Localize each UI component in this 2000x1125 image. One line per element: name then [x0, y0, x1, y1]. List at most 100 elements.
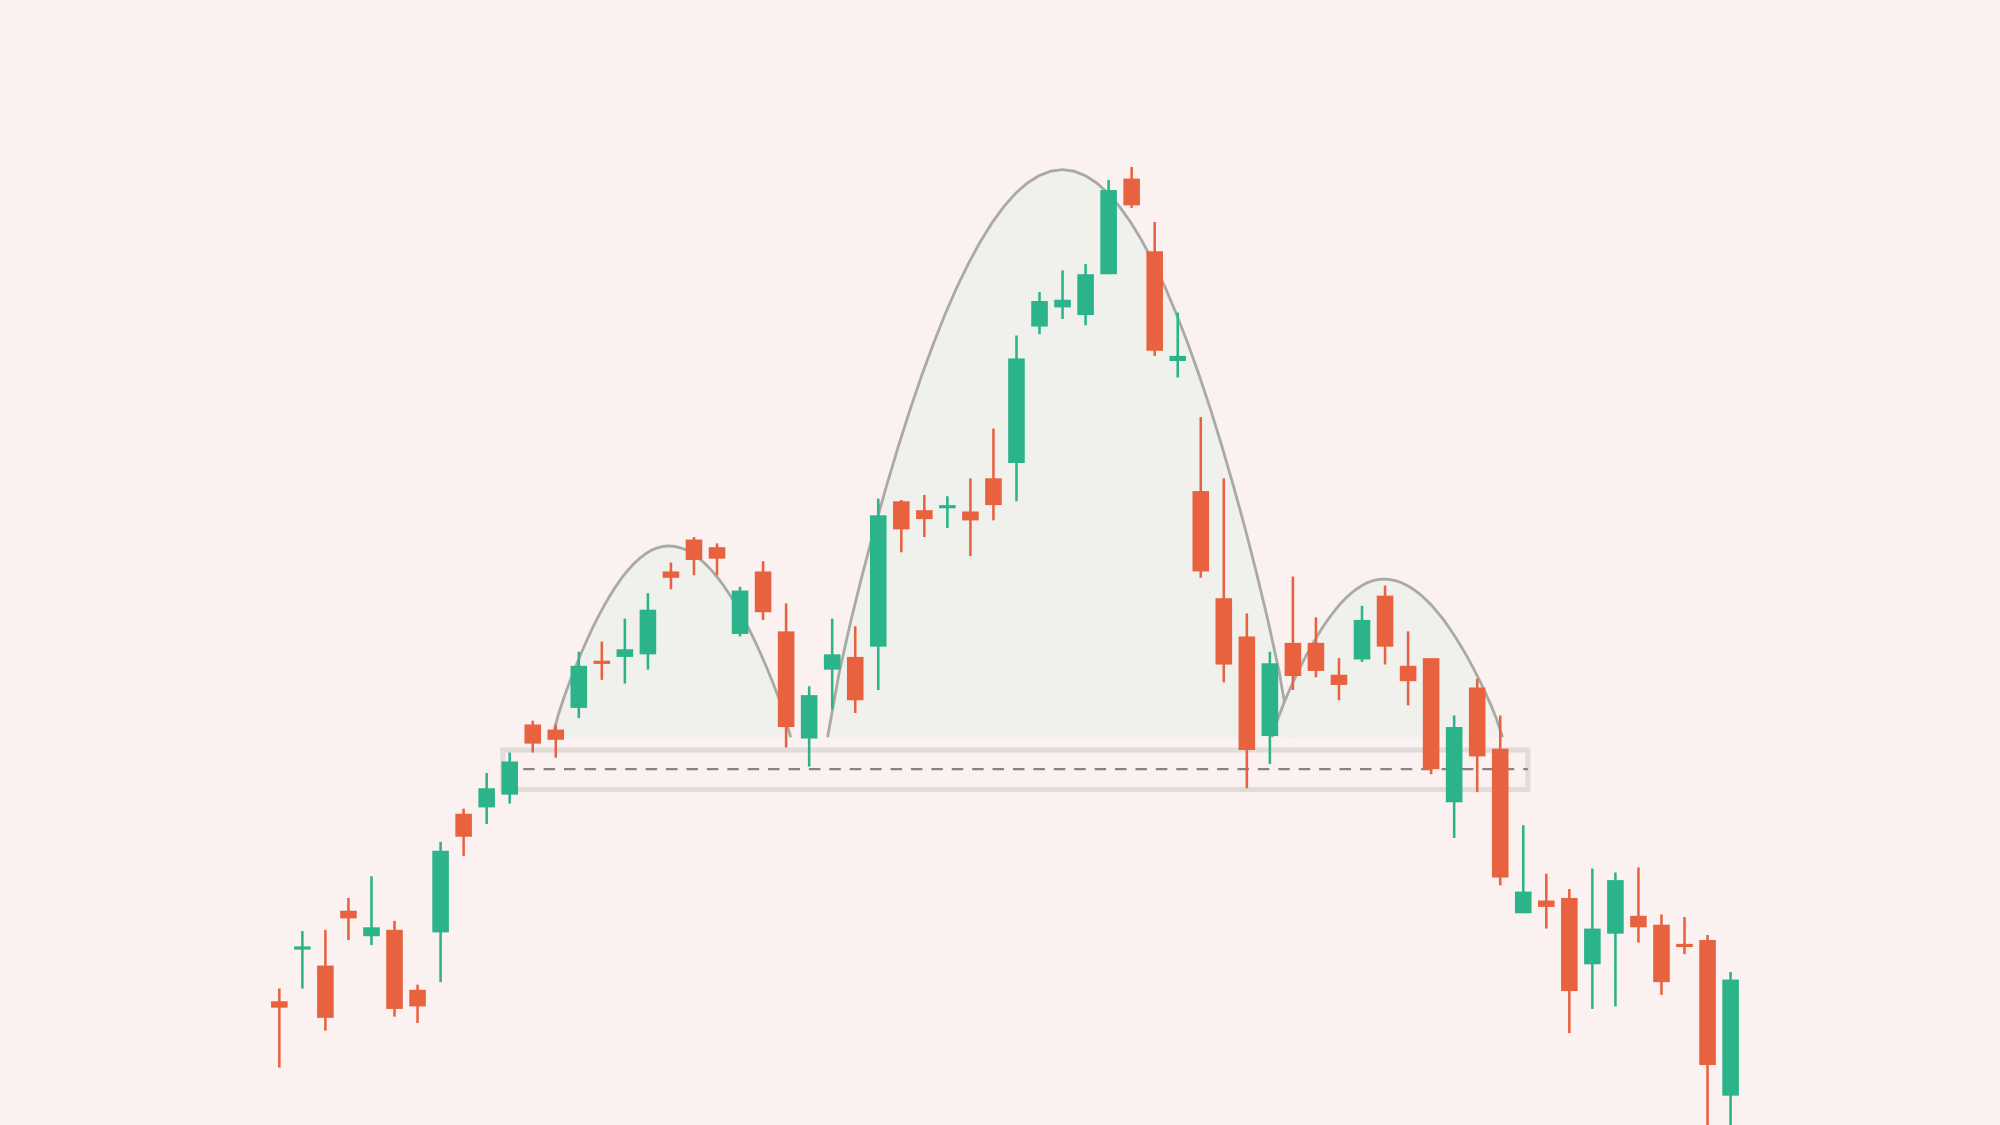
candle-40 — [1169, 312, 1187, 378]
candle-36 — [1077, 264, 1094, 326]
candle-body — [1468, 687, 1486, 757]
candle-body — [1491, 748, 1509, 878]
candle-28 — [893, 500, 910, 553]
candle-body — [1584, 928, 1601, 965]
candle-body — [1653, 924, 1670, 983]
candle-body — [1284, 642, 1302, 677]
candle-27 — [869, 498, 887, 691]
candle-30 — [939, 496, 956, 529]
candle-body — [616, 649, 634, 657]
candle-body — [823, 654, 841, 670]
candle-60 — [1630, 867, 1647, 943]
candle-7 — [409, 984, 426, 1023]
candle-body — [731, 590, 749, 634]
candle-body — [1676, 943, 1693, 948]
candle-body — [1008, 358, 1025, 464]
candle-26 — [846, 626, 864, 714]
candle-9 — [455, 808, 472, 856]
candle-63 — [1699, 934, 1716, 1125]
candle-body — [1077, 274, 1094, 316]
candle-38 — [1123, 167, 1140, 208]
candle-body — [1123, 178, 1140, 206]
candle-body — [939, 505, 956, 509]
candle-body — [409, 989, 426, 1007]
candle-body — [962, 511, 979, 521]
candle-41 — [1192, 417, 1210, 578]
candle-61 — [1653, 914, 1670, 995]
candle-54 — [1491, 715, 1509, 886]
candle-body — [1514, 891, 1532, 914]
candle-55 — [1514, 825, 1532, 914]
candle-50 — [1399, 631, 1417, 706]
candle-12 — [524, 720, 542, 753]
candle-body — [639, 609, 657, 655]
candle-14 — [570, 651, 588, 719]
candle-45 — [1284, 576, 1302, 691]
candle-body — [754, 571, 772, 613]
candle-64 — [1722, 971, 1739, 1125]
candle-body — [1192, 491, 1210, 572]
candle-body — [708, 547, 726, 559]
candle-42 — [1215, 478, 1233, 683]
pattern-humps — [550, 168, 1504, 738]
candle-body — [524, 724, 542, 744]
candle-body — [570, 665, 588, 708]
candle-body — [1630, 915, 1647, 928]
candle-16 — [616, 618, 634, 684]
candle-body — [893, 501, 910, 530]
candle-25 — [823, 618, 841, 710]
candle-body — [1215, 598, 1233, 665]
candle-33 — [1008, 335, 1025, 502]
candle-48 — [1353, 605, 1371, 662]
candle-body — [1561, 897, 1578, 992]
candle-31 — [962, 478, 979, 557]
candle-body — [317, 965, 334, 1018]
candle-51 — [1422, 658, 1440, 775]
candle-body — [846, 656, 864, 701]
candle-47 — [1330, 658, 1348, 701]
candle-body — [1146, 251, 1163, 351]
candle-body — [455, 813, 472, 837]
candle-body — [1054, 299, 1071, 308]
candle-6 — [386, 920, 403, 1017]
candle-56 — [1538, 873, 1555, 929]
candle-body — [340, 910, 357, 919]
candle-21 — [731, 586, 749, 637]
candle-19 — [685, 536, 703, 576]
candle-body — [593, 660, 611, 664]
candle-body — [1031, 301, 1048, 327]
candle-15 — [593, 641, 611, 680]
candle-59 — [1607, 872, 1624, 1007]
candle-34 — [1031, 292, 1048, 335]
left-shoulder-outline — [550, 544, 793, 738]
candle-17 — [639, 593, 657, 670]
candle-body — [1353, 619, 1371, 660]
candle-53 — [1468, 678, 1486, 793]
candle-body — [1238, 636, 1256, 750]
candle-body — [685, 539, 703, 560]
candle-body — [271, 1001, 288, 1008]
candle-52 — [1445, 715, 1463, 839]
candle-body — [869, 515, 887, 647]
candle-23 — [777, 603, 795, 748]
candle-35 — [1054, 270, 1071, 319]
candle-32 — [985, 428, 1002, 521]
candle-body — [386, 929, 403, 1009]
candle-37 — [1100, 179, 1117, 275]
candle-body — [1376, 595, 1394, 647]
candle-1 — [271, 988, 288, 1068]
candle-body — [800, 695, 818, 739]
candle-62 — [1676, 917, 1693, 955]
candle-body — [985, 478, 1002, 506]
candle-body — [294, 946, 311, 950]
candle-body — [662, 571, 680, 578]
candle-body — [1422, 658, 1440, 770]
candle-10 — [478, 772, 495, 824]
candle-body — [1722, 979, 1739, 1096]
candle-24 — [800, 686, 818, 767]
candle-body — [547, 729, 565, 740]
candle-body — [1169, 355, 1187, 361]
candle-5 — [363, 876, 380, 946]
candle-body — [478, 788, 495, 808]
